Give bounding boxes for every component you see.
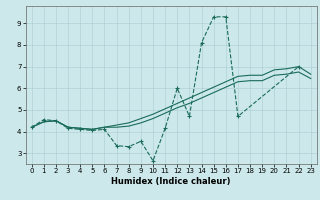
X-axis label: Humidex (Indice chaleur): Humidex (Indice chaleur) [111,177,231,186]
